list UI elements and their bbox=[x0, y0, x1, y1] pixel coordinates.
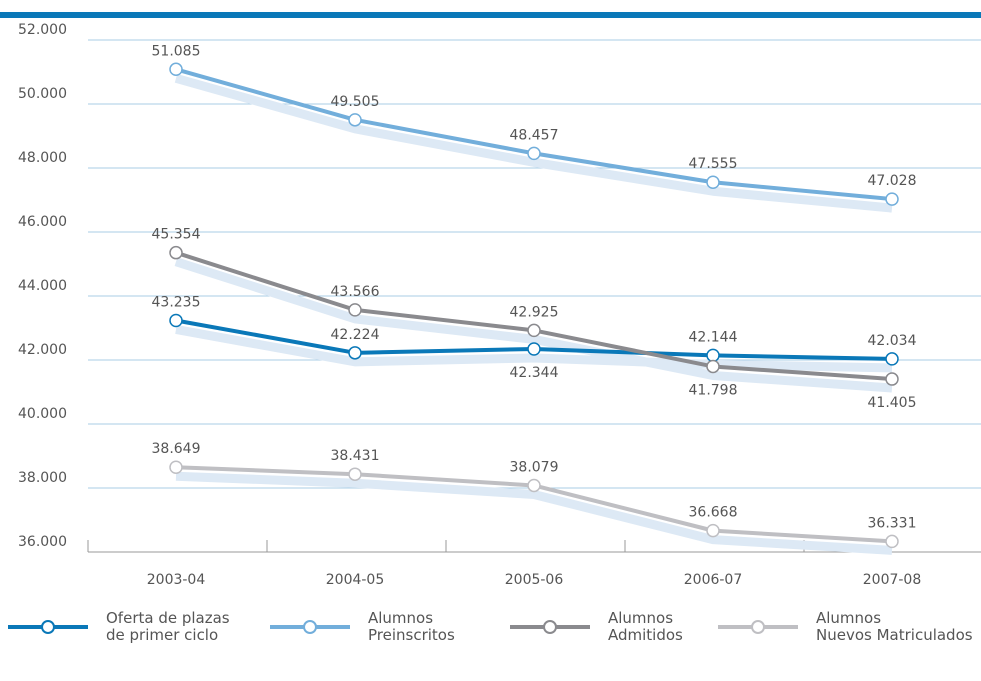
y-tick-label: 40.000 bbox=[18, 406, 67, 422]
data-point bbox=[348, 303, 362, 317]
data-label: 42.344 bbox=[510, 365, 559, 381]
legend-item-preinscritos: Alumnos Preinscritos bbox=[268, 610, 455, 644]
series-shadow bbox=[175, 325, 893, 373]
x-tick-label: 2006-07 bbox=[684, 572, 743, 588]
legend-marker bbox=[303, 620, 317, 634]
data-label: 41.405 bbox=[868, 395, 917, 411]
x-tick-label: 2007-08 bbox=[863, 572, 922, 588]
y-tick-label: 44.000 bbox=[18, 278, 67, 294]
legend-label-oferta: Oferta de plazas de primer ciclo bbox=[106, 609, 230, 644]
data-point bbox=[169, 460, 183, 474]
data-label: 42.034 bbox=[868, 333, 917, 349]
y-tick-label: 48.000 bbox=[18, 150, 67, 166]
data-label: 45.354 bbox=[152, 227, 201, 243]
x-tick-label: 2004-05 bbox=[326, 572, 385, 588]
legend-item-matriculados: Alumnos Nuevos Matriculados bbox=[716, 610, 973, 644]
series-shadow bbox=[175, 471, 893, 555]
data-point bbox=[885, 192, 899, 206]
legend: Oferta de plazas de primer ciclo Alumnos… bbox=[0, 610, 981, 680]
legend-item-admitidos: Alumnos Admitidos bbox=[508, 610, 683, 644]
legend-swatch-oferta bbox=[8, 620, 88, 634]
data-point bbox=[527, 342, 541, 356]
series-shadow bbox=[174, 73, 893, 213]
data-label: 48.457 bbox=[510, 127, 559, 143]
legend-marker bbox=[751, 620, 765, 634]
y-tick-label: 36.000 bbox=[18, 534, 67, 550]
data-point bbox=[706, 359, 720, 374]
data-point bbox=[169, 62, 183, 77]
legend-label-matriculados: Alumnos Nuevos Matriculados bbox=[816, 609, 973, 644]
legend-swatch-admitidos bbox=[510, 620, 590, 634]
line-chart: 36.000 38.000 40.000 42.000 44.000 46.000 48.0… bbox=[0, 12, 981, 588]
data-label: 38.649 bbox=[152, 441, 201, 457]
grid-lines: 36.000 38.000 40.000 42.000 44.000 46.000 48.0… bbox=[18, 22, 981, 550]
data-label: 43.566 bbox=[331, 284, 380, 300]
data-point bbox=[527, 146, 541, 161]
x-tick-label: 2005-06 bbox=[505, 572, 564, 588]
y-tick-label: 38.000 bbox=[18, 470, 67, 486]
top-bar bbox=[0, 12, 981, 18]
data-label: 42.224 bbox=[331, 327, 380, 343]
data-point bbox=[169, 313, 183, 328]
legend-label-preinscritos: Alumnos Preinscritos bbox=[368, 609, 455, 644]
y-tick-label: 50.000 bbox=[18, 86, 67, 102]
series-shadow bbox=[174, 257, 893, 393]
series-shadows bbox=[174, 73, 893, 555]
data-labels: 43.235 42.224 42.344 42.144 42.034 51.085 49.5… bbox=[152, 43, 917, 531]
data-label: 36.668 bbox=[689, 505, 738, 521]
data-point bbox=[527, 478, 541, 493]
series-markers bbox=[169, 62, 899, 549]
data-label: 36.331 bbox=[868, 515, 917, 531]
data-point bbox=[706, 348, 720, 363]
data-point bbox=[706, 523, 720, 538]
legend-item-oferta: Oferta de plazas de primer ciclo bbox=[6, 610, 230, 644]
data-label: 51.085 bbox=[152, 43, 201, 59]
data-label: 38.079 bbox=[510, 459, 559, 475]
data-label: 42.925 bbox=[510, 304, 559, 320]
data-label: 47.555 bbox=[689, 156, 738, 172]
data-point bbox=[169, 245, 183, 260]
legend-swatch-matriculados bbox=[718, 620, 798, 634]
data-label: 42.144 bbox=[689, 329, 738, 345]
data-point bbox=[885, 534, 899, 549]
data-point bbox=[885, 352, 899, 366]
data-point bbox=[348, 113, 362, 127]
x-axis: 2003-04 2004-05 2005-06 2006-07 2007-08 bbox=[87, 540, 981, 588]
data-label: 41.798 bbox=[689, 382, 738, 398]
data-point bbox=[348, 467, 362, 481]
y-tick-label: 46.000 bbox=[18, 214, 67, 230]
y-tick-label: 52.000 bbox=[18, 22, 67, 38]
y-tick-label: 42.000 bbox=[18, 342, 67, 358]
data-point bbox=[348, 346, 362, 360]
legend-swatch-preinscritos bbox=[270, 620, 350, 634]
data-point bbox=[885, 372, 899, 386]
legend-marker bbox=[543, 620, 557, 634]
data-point bbox=[706, 175, 720, 189]
x-tick-label: 2003-04 bbox=[147, 572, 206, 588]
legend-label-admitidos: Alumnos Admitidos bbox=[608, 609, 683, 644]
data-label: 43.235 bbox=[152, 294, 201, 310]
data-label: 49.505 bbox=[331, 94, 380, 110]
data-label: 47.028 bbox=[868, 173, 917, 189]
data-point bbox=[527, 323, 541, 338]
data-label: 38.431 bbox=[331, 448, 380, 464]
legend-marker bbox=[41, 620, 55, 634]
